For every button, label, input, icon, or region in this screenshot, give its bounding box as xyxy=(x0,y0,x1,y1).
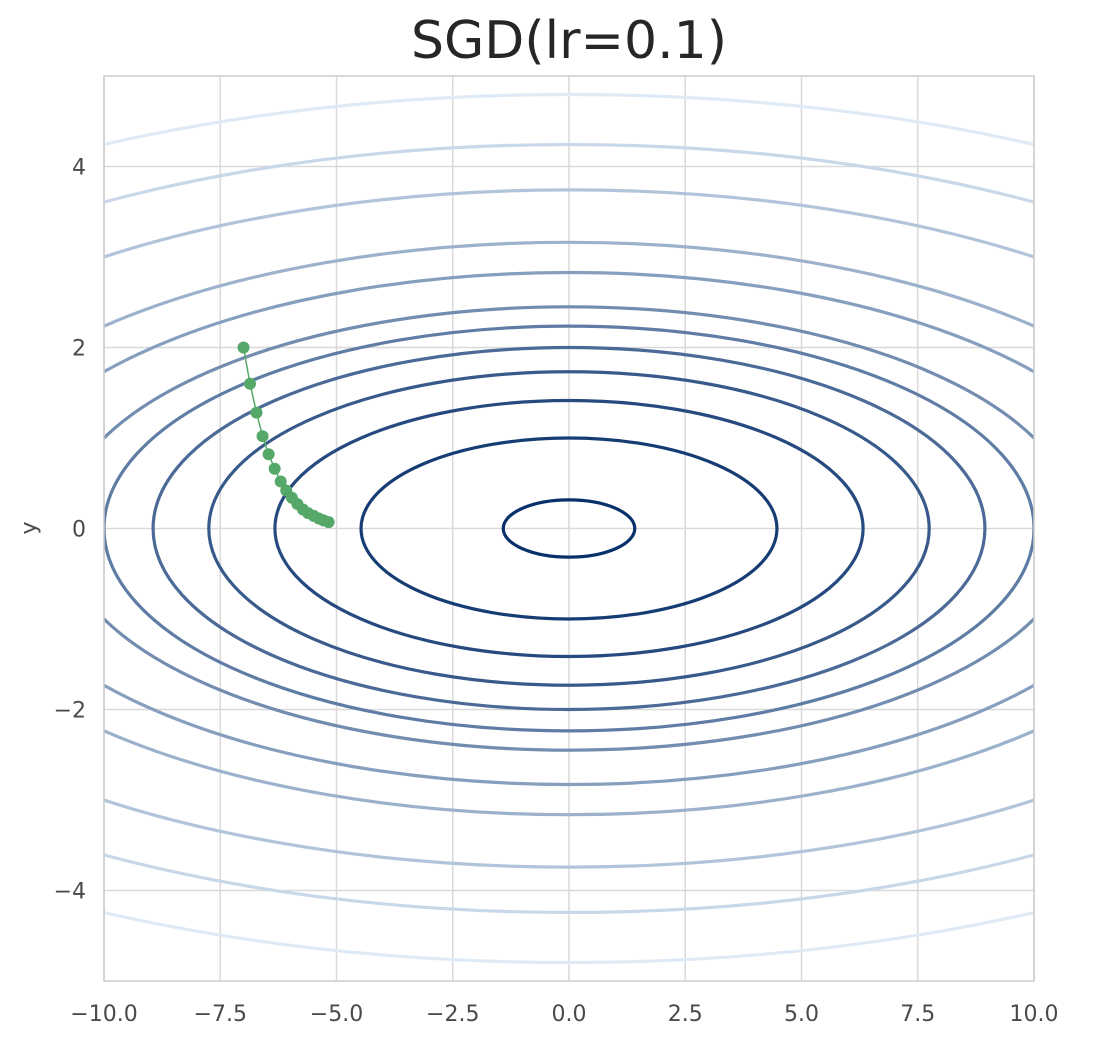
contour-line xyxy=(104,143,1034,914)
y-axis-label: y xyxy=(17,521,42,534)
trajectory-point xyxy=(237,341,250,354)
trajectory-point xyxy=(244,377,257,390)
x-tick-label: −2.5 xyxy=(426,1002,479,1027)
x-tick-label: 7.5 xyxy=(900,1002,935,1027)
x-tick-label: 0.0 xyxy=(552,1002,587,1027)
y-tick-label: 0 xyxy=(72,518,86,543)
contour-line xyxy=(359,436,779,621)
x-tick-label: −7.5 xyxy=(194,1002,247,1027)
contour-line xyxy=(104,305,1034,752)
contour-line xyxy=(273,398,865,659)
contour-line xyxy=(104,271,1034,786)
x-tick-label: 10.0 xyxy=(1010,1002,1059,1027)
optimizer-path xyxy=(237,341,335,529)
y-tick-label: −2 xyxy=(54,699,86,724)
contour-line xyxy=(104,188,1034,869)
trajectory-point xyxy=(256,430,269,443)
x-tick-label: 5.0 xyxy=(784,1002,819,1027)
y-tick-label: −4 xyxy=(54,880,86,905)
chart-title: SGD(lr=0.1) xyxy=(410,11,727,71)
x-tick-label: −10.0 xyxy=(70,1002,137,1027)
contour-line xyxy=(207,370,931,687)
contour-line xyxy=(151,345,987,712)
trajectory-point xyxy=(274,475,287,488)
contour-lines xyxy=(104,93,1034,964)
tick-labels: −10.0 −7.5 −5.0 −2.5 0.0 2.5 5.0 7.5 10.0 4 2 0 −2 −4 xyxy=(54,156,1059,1028)
trajectory-point xyxy=(322,516,335,529)
contour-line xyxy=(104,240,1034,817)
x-tick-label: −5.0 xyxy=(310,1002,363,1027)
contour-line xyxy=(104,93,1034,964)
plot-frame xyxy=(103,75,1035,982)
y-tick-label: 4 xyxy=(72,156,86,181)
trajectory-point xyxy=(262,448,275,461)
y-tick-label: 2 xyxy=(72,337,86,362)
contour-line xyxy=(104,324,1034,733)
trajectory-point xyxy=(250,406,263,419)
x-tick-label: 2.5 xyxy=(668,1002,703,1027)
contour-line xyxy=(501,498,637,559)
trajectory-point xyxy=(268,462,281,475)
